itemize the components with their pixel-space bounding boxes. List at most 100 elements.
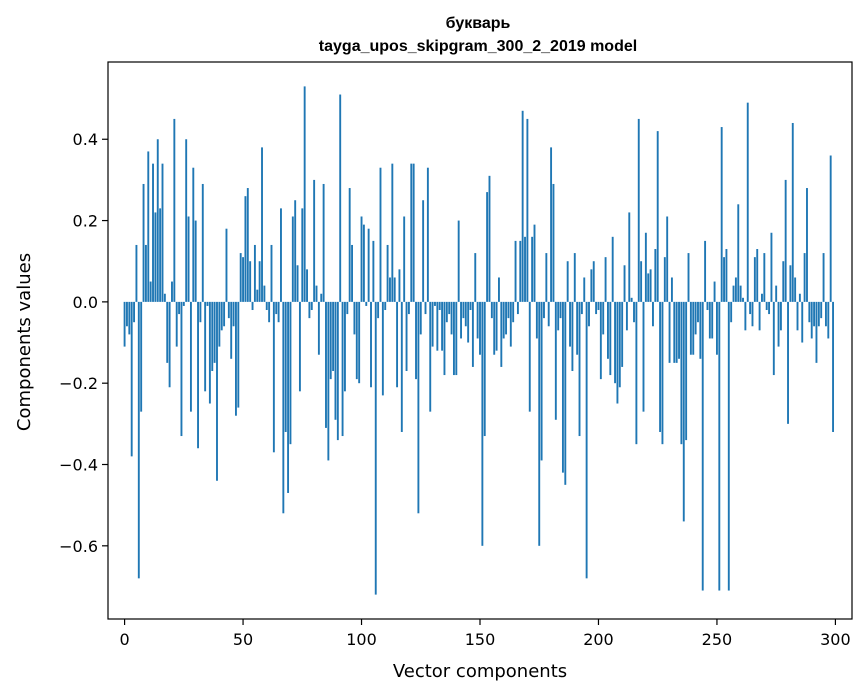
bar-216 — [635, 301, 638, 445]
bar-228 — [663, 257, 666, 302]
bar-168 — [521, 110, 524, 302]
bar-209 — [618, 301, 621, 388]
bar-23 — [178, 301, 181, 315]
bar-292 — [815, 301, 818, 363]
bar-284 — [796, 301, 799, 331]
bar-1 — [126, 301, 128, 327]
bar-247 — [708, 301, 711, 339]
bar-291 — [813, 301, 816, 327]
bar-109 — [381, 301, 384, 396]
bar-206 — [611, 236, 614, 302]
y-axis-ticks: −0.6 −0.4 −0.2 0.0 0.2 0.4 — [59, 130, 108, 556]
bar-155 — [490, 301, 493, 319]
bar-38 — [213, 301, 216, 363]
bar-222 — [649, 269, 652, 302]
bar-126 — [422, 200, 425, 302]
bar-21 — [173, 118, 176, 302]
bar-107 — [377, 301, 380, 319]
bar-244 — [701, 301, 704, 591]
bar-217 — [637, 118, 640, 302]
bar-254 — [725, 249, 728, 302]
bar-208 — [616, 301, 619, 404]
bar-235 — [680, 301, 683, 445]
bar-260 — [739, 285, 742, 302]
bar-193 — [580, 301, 583, 315]
bar-59 — [263, 285, 266, 302]
bar-180 — [550, 147, 553, 302]
bar-64 — [275, 301, 278, 315]
bar-35 — [206, 301, 209, 306]
bar-141 — [457, 220, 460, 302]
bar-65 — [277, 301, 280, 323]
bar-71 — [291, 216, 294, 302]
bar-47 — [235, 301, 237, 416]
bar-289 — [808, 301, 811, 323]
bar-136 — [445, 301, 448, 323]
bar-40 — [218, 301, 221, 347]
bar-197 — [590, 269, 593, 302]
y-axis-label: Components values — [14, 253, 35, 431]
bar-52 — [246, 188, 249, 302]
bar-253 — [723, 257, 725, 302]
bar-18 — [166, 301, 169, 363]
bar-220 — [644, 232, 647, 302]
bar-51 — [244, 196, 247, 302]
bar-286 — [801, 301, 804, 343]
bar-142 — [460, 301, 462, 339]
bar-121 — [410, 163, 413, 302]
bar-192 — [578, 301, 581, 437]
bar-232 — [673, 301, 676, 363]
bar-243 — [699, 301, 702, 359]
bar-234 — [678, 301, 680, 359]
bar-117 — [400, 301, 403, 432]
bar-100 — [360, 216, 363, 302]
bar-207 — [614, 301, 617, 384]
bar-274 — [772, 301, 775, 376]
bar-210 — [621, 301, 624, 367]
bar-27 — [187, 216, 190, 302]
bar-94 — [346, 301, 349, 315]
bar-191 — [576, 301, 579, 355]
bar-83 — [320, 293, 323, 302]
bar-248 — [711, 301, 714, 339]
bar-56 — [256, 289, 259, 302]
bar-139 — [452, 301, 455, 376]
bar-85 — [325, 301, 327, 428]
bar-89 — [334, 301, 337, 420]
bar-152 — [483, 301, 486, 437]
bar-58 — [261, 147, 263, 302]
bar-119 — [405, 301, 408, 371]
bar-103 — [367, 228, 370, 302]
bar-92 — [341, 301, 344, 437]
bar-57 — [258, 261, 261, 302]
bar-144 — [464, 301, 467, 327]
bar-79 — [310, 301, 313, 311]
bar-263 — [746, 102, 749, 302]
bar-261 — [742, 297, 744, 302]
bar-61 — [268, 301, 271, 323]
bar-15 — [159, 208, 162, 302]
bar-115 — [396, 301, 399, 388]
bar-202 — [602, 301, 605, 335]
bar-169 — [524, 236, 526, 302]
bar-151 — [481, 301, 484, 546]
bar-19 — [168, 301, 171, 388]
bar-240 — [692, 301, 695, 355]
bar-91 — [339, 94, 342, 302]
bar-145 — [467, 301, 470, 343]
bar-227 — [661, 301, 664, 445]
bar-298 — [829, 155, 832, 302]
bar-256 — [730, 301, 733, 323]
bar-236 — [682, 301, 685, 522]
bar-201 — [599, 301, 602, 380]
bar-29 — [192, 167, 195, 302]
bar-43 — [225, 228, 228, 302]
bar-195 — [585, 301, 588, 579]
bar-36 — [208, 301, 211, 404]
bar-88 — [332, 301, 335, 371]
bar-196 — [588, 301, 590, 327]
bar-81 — [315, 285, 318, 302]
bar-275 — [775, 285, 778, 302]
bar-165 — [514, 240, 517, 302]
bar-266 — [753, 257, 756, 302]
